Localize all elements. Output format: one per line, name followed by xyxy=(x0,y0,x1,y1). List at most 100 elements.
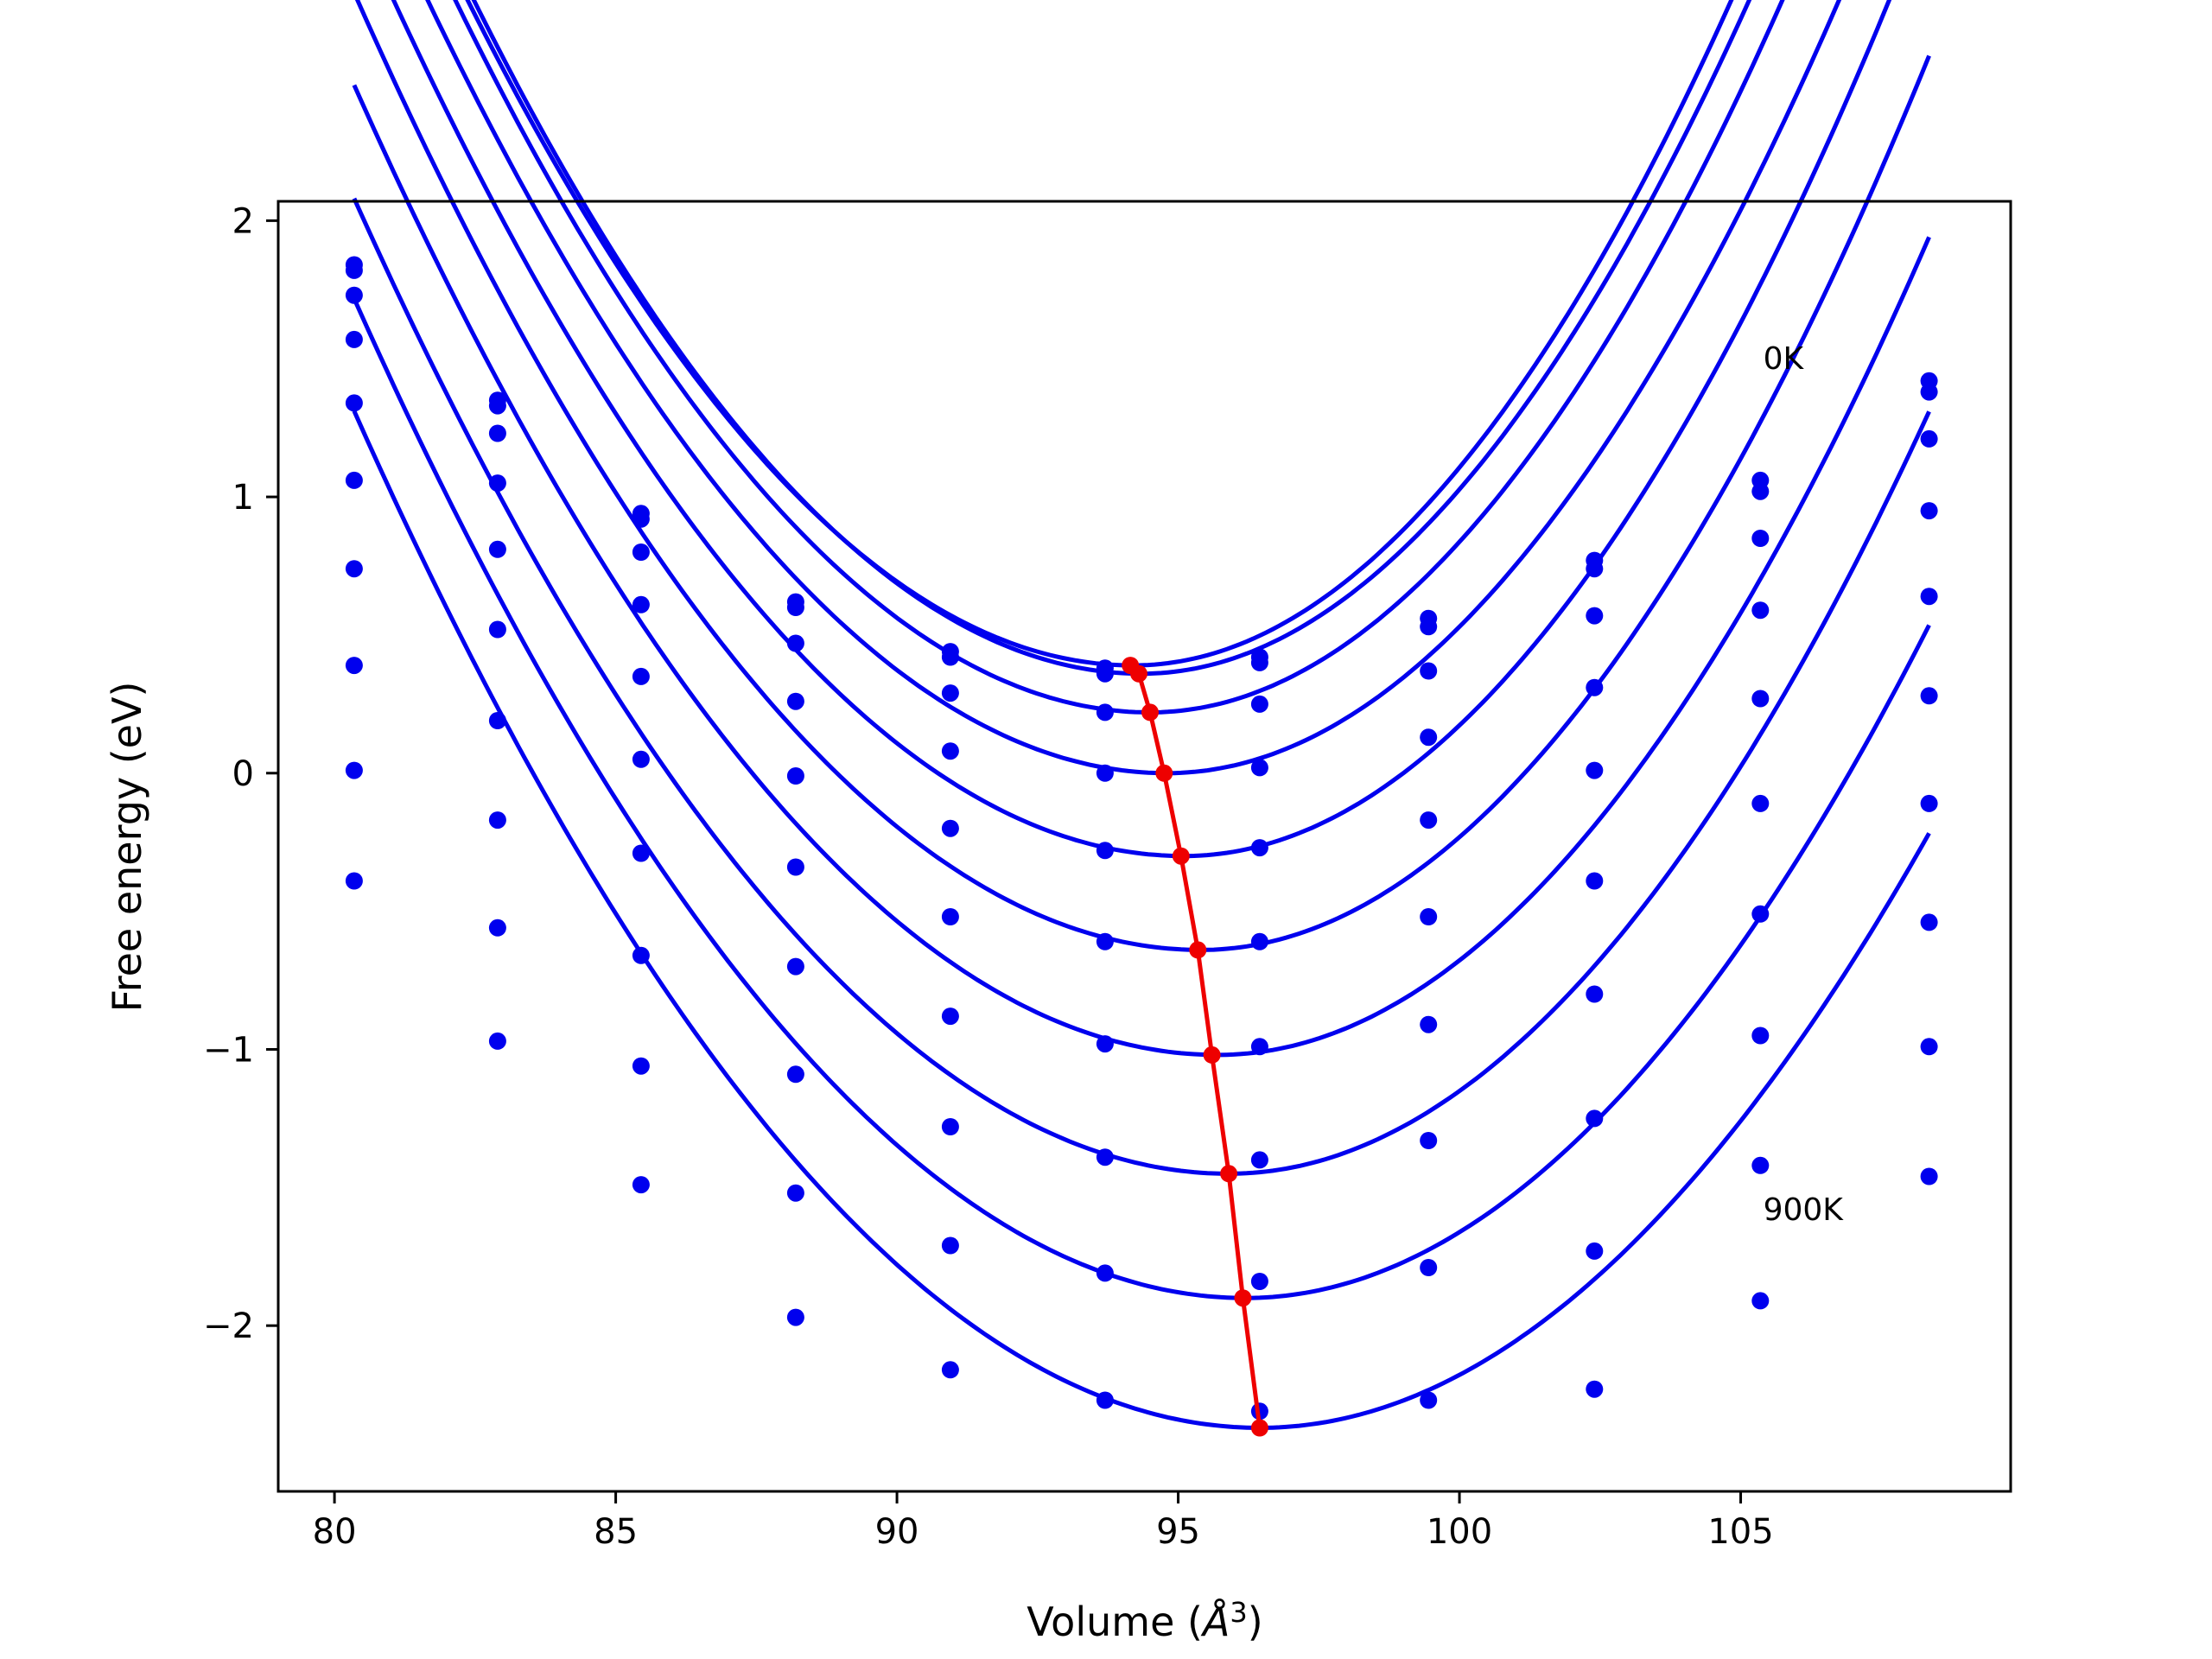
minimum-point xyxy=(1250,1419,1268,1437)
data-point xyxy=(1751,601,1770,620)
data-point xyxy=(786,957,804,976)
data-point xyxy=(488,918,506,937)
data-point xyxy=(1586,560,1604,578)
data-point xyxy=(1250,653,1268,671)
data-point xyxy=(1096,1035,1114,1053)
data-point xyxy=(488,712,506,729)
data-point xyxy=(941,684,959,702)
data-point xyxy=(1751,905,1770,923)
data-point xyxy=(1420,728,1438,747)
data-point xyxy=(1420,618,1438,636)
data-point xyxy=(1096,664,1114,683)
minimum-point xyxy=(1234,1289,1252,1307)
data-point xyxy=(1920,502,1938,520)
data-point xyxy=(941,819,959,837)
data-point xyxy=(632,510,650,528)
data-point xyxy=(941,1007,959,1026)
fit-curve xyxy=(465,0,1734,668)
data-point xyxy=(1751,690,1770,708)
data-point xyxy=(1096,703,1114,721)
data-point xyxy=(941,1236,959,1255)
data-point xyxy=(1420,811,1438,830)
x-tick-label: 105 xyxy=(1707,1512,1773,1552)
data-point xyxy=(941,648,959,666)
data-point xyxy=(345,330,363,348)
minimum-point xyxy=(1130,664,1147,683)
minimum-point xyxy=(1141,703,1159,721)
data-point xyxy=(786,692,804,710)
data-point xyxy=(1420,662,1438,680)
fit-curve xyxy=(352,197,1931,1176)
data-point xyxy=(345,394,363,412)
data-point xyxy=(1751,530,1770,547)
data-point xyxy=(786,767,804,785)
data-point xyxy=(345,560,363,578)
y-axis-ticks: 2 1 0 −1 −2 xyxy=(203,201,278,1346)
fit-curve xyxy=(354,0,1931,952)
data-point xyxy=(345,471,363,489)
data-point xyxy=(1096,764,1114,782)
data-point xyxy=(345,261,363,279)
fit-curve xyxy=(352,297,1931,1300)
data-point xyxy=(1096,842,1114,860)
data-point xyxy=(632,750,650,768)
fit-curve xyxy=(391,0,1892,859)
data-point xyxy=(786,599,804,616)
data-point xyxy=(1420,1259,1438,1276)
data-point xyxy=(488,397,506,415)
y-tick-label: 0 xyxy=(232,754,254,794)
data-point xyxy=(941,1118,959,1135)
data-point xyxy=(1751,1292,1770,1310)
x-tick-label: 80 xyxy=(313,1512,357,1552)
data-point xyxy=(345,872,363,890)
data-point xyxy=(632,667,650,685)
fit-curve xyxy=(352,410,1931,1431)
data-point xyxy=(941,742,959,760)
data-point xyxy=(488,1032,506,1050)
data-point xyxy=(488,474,506,493)
data-point xyxy=(1920,913,1938,931)
x-axis-label: Volume (Å3) xyxy=(1027,1596,1262,1645)
data-point xyxy=(786,858,804,876)
data-point xyxy=(1920,794,1938,812)
data-point xyxy=(941,908,959,925)
data-point xyxy=(1250,695,1268,713)
data-point xyxy=(1250,759,1268,777)
data-point xyxy=(1751,482,1770,500)
y-tick-label: 2 xyxy=(232,201,254,241)
data-points xyxy=(345,256,1938,1421)
y-tick-label: −2 xyxy=(203,1306,254,1346)
data-point xyxy=(1096,1264,1114,1282)
data-point xyxy=(1096,932,1114,950)
data-point xyxy=(345,761,363,779)
data-point xyxy=(1250,1151,1268,1169)
data-point xyxy=(1250,1273,1268,1290)
data-point xyxy=(488,424,506,442)
data-point xyxy=(786,634,804,652)
data-point xyxy=(632,595,650,613)
data-point xyxy=(632,1057,650,1075)
data-point xyxy=(1586,1109,1604,1128)
temperature-annotation: 0K xyxy=(1764,341,1805,377)
minimum-point xyxy=(1203,1046,1221,1064)
data-point xyxy=(1920,1167,1938,1185)
data-point xyxy=(632,543,650,561)
data-point xyxy=(786,1184,804,1202)
temperature-annotation: 900K xyxy=(1764,1192,1845,1228)
data-point xyxy=(1920,1038,1938,1056)
x-tick-label: 85 xyxy=(594,1512,638,1552)
minimum-point xyxy=(1220,1165,1238,1183)
plot-background xyxy=(278,201,2011,1491)
data-point xyxy=(1920,687,1938,705)
data-point xyxy=(632,946,650,964)
data-point xyxy=(1586,985,1604,1003)
data-point xyxy=(1096,1148,1114,1166)
data-point xyxy=(345,657,363,675)
data-point xyxy=(1920,588,1938,606)
data-point xyxy=(488,620,506,639)
annotations: 0K 900K xyxy=(1764,341,1845,1228)
data-point xyxy=(1420,1132,1438,1149)
data-point xyxy=(786,1065,804,1084)
minimum-point xyxy=(1172,847,1190,865)
